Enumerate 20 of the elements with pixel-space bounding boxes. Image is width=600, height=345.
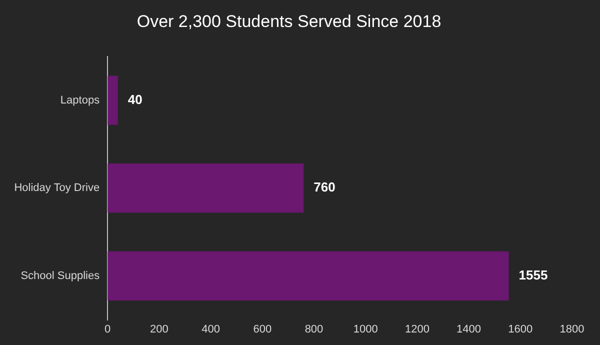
bar bbox=[108, 251, 509, 300]
data-label: 760 bbox=[314, 180, 336, 195]
x-tick-label: 1600 bbox=[508, 323, 533, 336]
data-label: 1555 bbox=[518, 267, 548, 282]
x-tick-label: 800 bbox=[304, 323, 324, 336]
y-tick-label: Holiday Toy Drive bbox=[14, 182, 100, 194]
bar bbox=[108, 164, 304, 213]
x-tick-label: 400 bbox=[202, 323, 220, 336]
x-tick-label: 1800 bbox=[560, 323, 584, 336]
x-tick-label: 0 bbox=[104, 323, 111, 336]
x-tick-label: 600 bbox=[253, 323, 272, 336]
x-tick-label: 1200 bbox=[404, 323, 430, 336]
y-tick-label: Laptops bbox=[60, 94, 100, 106]
x-tick-label: 1400 bbox=[456, 323, 482, 336]
chart-title: Over 2,300 Students Served Since 2018 bbox=[136, 12, 442, 31]
bar bbox=[108, 76, 118, 125]
x-tick-label: 1000 bbox=[353, 323, 378, 336]
data-label: 40 bbox=[128, 92, 142, 107]
y-tick-label: School Supplies bbox=[20, 270, 100, 282]
x-tick-label: 200 bbox=[150, 323, 168, 336]
